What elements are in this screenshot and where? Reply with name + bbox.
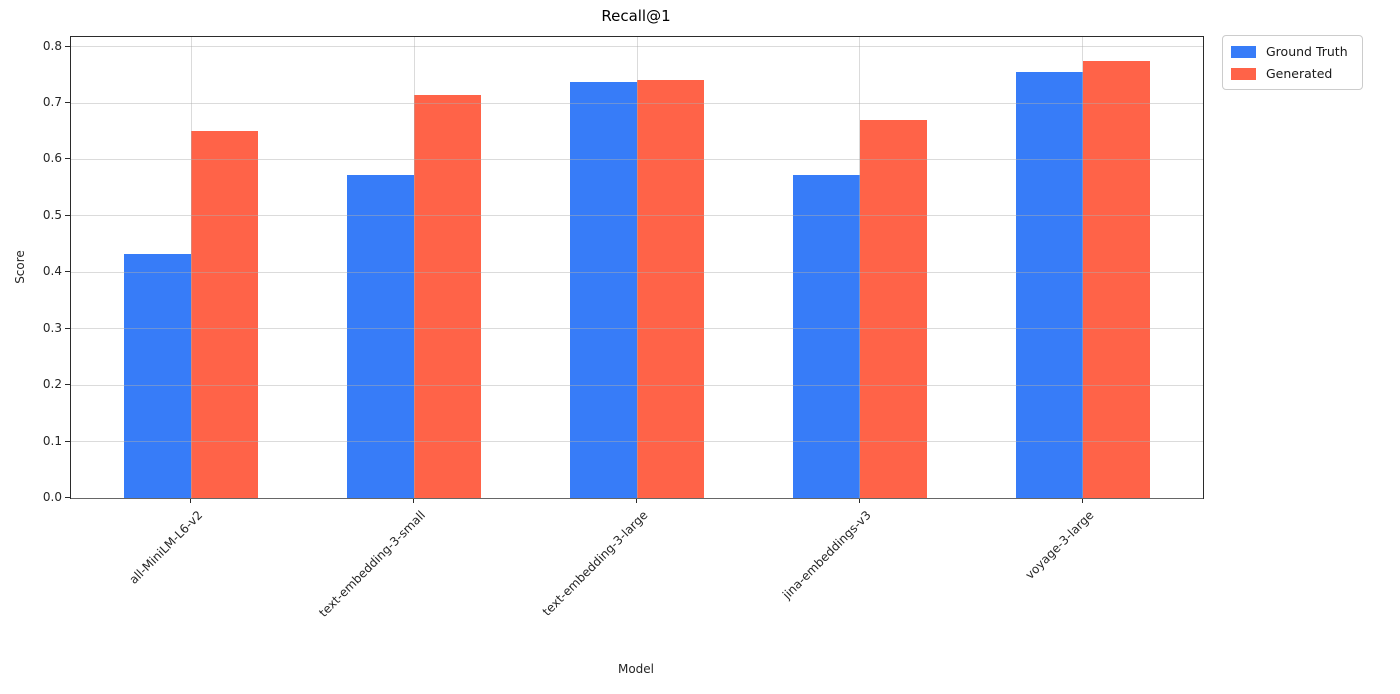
y-tick-label: 0.0 bbox=[42, 490, 62, 504]
bar-ground-truth-text-embedding-3-large bbox=[570, 81, 637, 498]
x-tick-mark bbox=[1081, 498, 1083, 503]
y-tick-mark bbox=[65, 497, 70, 498]
x-tick-mark bbox=[190, 498, 192, 503]
legend-label-generated: Generated bbox=[1266, 66, 1333, 81]
x-tick-label: jina-embeddings-v3 bbox=[779, 508, 874, 602]
y-tick-mark bbox=[65, 158, 70, 160]
gridline-horizontal bbox=[71, 328, 1203, 330]
x-tick-label: text-embedding-3-large bbox=[540, 508, 651, 619]
y-tick-label: 0.6 bbox=[42, 151, 62, 166]
legend-label-ground-truth: Ground Truth bbox=[1266, 44, 1348, 59]
gridline-vertical bbox=[190, 37, 192, 498]
x-tick-mark bbox=[413, 498, 415, 503]
bar-ground-truth-jina-embeddings-v3 bbox=[792, 174, 860, 498]
legend-item-generated: Generated bbox=[1231, 66, 1348, 81]
x-axis-label: Model bbox=[617, 662, 655, 676]
gridline-horizontal bbox=[71, 441, 1203, 443]
x-tick-mark bbox=[636, 498, 637, 503]
gridline-horizontal bbox=[71, 158, 1203, 160]
y-tick-mark bbox=[65, 102, 70, 104]
chart-title: Recall@1 bbox=[601, 7, 671, 25]
gridline-horizontal bbox=[71, 215, 1203, 217]
bar-ground-truth-voyage-3-large bbox=[1015, 71, 1083, 498]
y-tick-label: 0.7 bbox=[42, 95, 62, 110]
y-tick-mark bbox=[65, 45, 70, 47]
gridline-vertical bbox=[636, 37, 638, 498]
x-tick-label: text-embedding-3-small bbox=[316, 508, 429, 620]
bar-generated-text-embedding-3-small bbox=[414, 94, 482, 498]
y-tick-label: 0.1 bbox=[42, 433, 62, 448]
y-tick-label: 0.5 bbox=[42, 207, 62, 222]
bar-generated-voyage-3-large bbox=[1082, 60, 1150, 498]
y-tick-mark bbox=[65, 384, 70, 386]
y-tick-label: 0.4 bbox=[42, 264, 62, 279]
gridline-horizontal bbox=[71, 102, 1203, 104]
gridline-vertical bbox=[413, 37, 415, 498]
legend-swatch-ground-truth bbox=[1231, 45, 1256, 58]
y-tick-mark bbox=[65, 214, 70, 216]
y-tick-mark bbox=[65, 327, 70, 329]
gridline-horizontal bbox=[71, 46, 1203, 48]
legend-item-ground-truth: Ground Truth bbox=[1231, 44, 1348, 59]
bar-generated-text-embedding-3-large bbox=[637, 80, 704, 498]
x-tick-label: all-MiniLM-L6-v2 bbox=[126, 508, 206, 587]
gridline-horizontal bbox=[71, 384, 1203, 386]
gridline-vertical bbox=[859, 37, 861, 498]
plot-area bbox=[70, 36, 1204, 499]
y-tick-label: 0.2 bbox=[42, 377, 62, 392]
gridline-horizontal bbox=[71, 497, 1203, 499]
gridline-horizontal bbox=[71, 271, 1203, 273]
gridline-vertical bbox=[1082, 37, 1084, 498]
legend: Ground Truth Generated bbox=[1222, 35, 1363, 90]
legend-swatch-generated bbox=[1231, 67, 1256, 80]
x-tick-mark bbox=[858, 498, 860, 503]
bar-generated-all-MiniLM-L6-v2 bbox=[191, 130, 259, 498]
bar-ground-truth-text-embedding-3-small bbox=[347, 174, 415, 498]
y-tick-mark bbox=[65, 440, 70, 442]
bar-generated-jina-embeddings-v3 bbox=[859, 119, 927, 498]
y-tick-mark bbox=[65, 271, 70, 273]
y-tick-label: 0.3 bbox=[42, 320, 62, 335]
y-tick-label: 0.8 bbox=[42, 38, 62, 53]
bar-ground-truth-all-MiniLM-L6-v2 bbox=[124, 253, 192, 498]
x-tick-label: voyage-3-large bbox=[1022, 508, 1097, 582]
